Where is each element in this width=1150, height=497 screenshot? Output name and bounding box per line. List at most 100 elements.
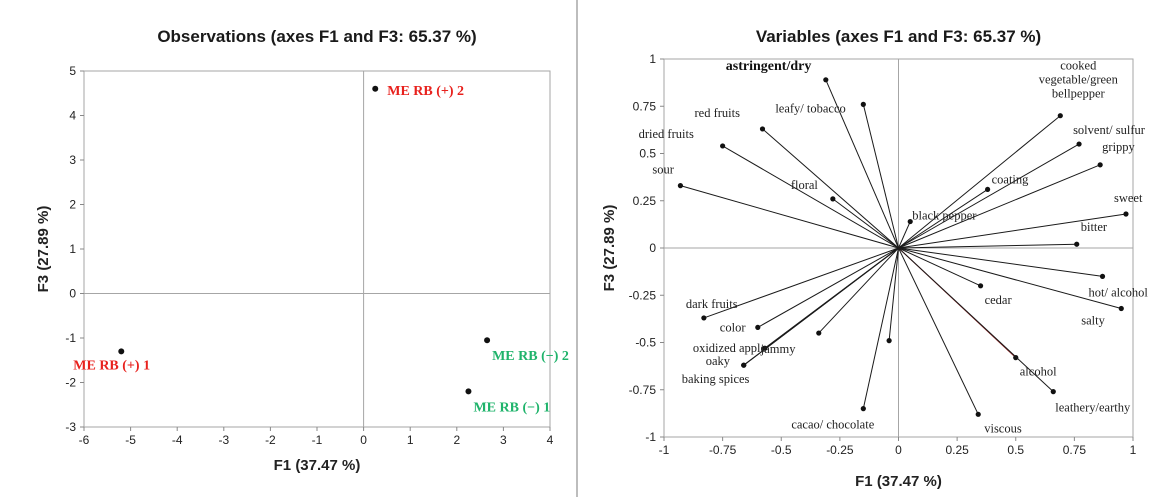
y-tick-label: 1 (649, 52, 656, 66)
variable-label: cacao/ chocolate (791, 418, 874, 432)
x-tick-label: -1 (659, 443, 670, 457)
variable-vector (818, 247, 899, 334)
variable-vector (898, 213, 1127, 249)
x-tick-label: -0.5 (771, 443, 792, 457)
panel-divider (576, 0, 578, 497)
x-tick-label: -3 (218, 433, 229, 447)
variable-vector (898, 188, 988, 249)
x-tick-label: 1 (407, 433, 414, 447)
variable-label: cooked vegetable/green bellpepper (1039, 59, 1119, 101)
x-tick-label: -5 (125, 433, 136, 447)
variable-point (1099, 273, 1106, 279)
y-tick-label: 0.25 (633, 194, 657, 208)
observation-point (465, 388, 472, 395)
variable-point (1050, 389, 1056, 395)
variable-vector (862, 104, 899, 249)
variable-label: bitter (1081, 220, 1108, 234)
variable-vector (703, 247, 899, 319)
variable-label: coating (992, 172, 1030, 186)
variable-point (886, 338, 892, 344)
y-tick-label: -0.25 (629, 288, 657, 302)
variable-point (823, 77, 829, 83)
x-tick-label: -1 (312, 433, 323, 447)
observation-label: ME RB (−) 1 (473, 400, 550, 415)
variable-vector (888, 247, 899, 341)
variable-vector (743, 247, 899, 366)
variable-point (1013, 355, 1019, 361)
plot-frame (83, 70, 551, 428)
y-tick-label: -0.5 (635, 336, 656, 350)
variable-point (720, 143, 726, 149)
y-tick-label: 4 (69, 109, 76, 123)
x-tick-label: -0.25 (826, 443, 854, 457)
observation-label: ME RB (+) 2 (387, 84, 464, 99)
variable-vector (898, 164, 1101, 249)
chart-title: Observations (axes F1 and F3: 65.37 %) (157, 27, 476, 46)
x-tick-label: 3 (500, 433, 507, 447)
y-tick-label: 5 (69, 64, 76, 78)
variable-point (1118, 305, 1124, 312)
variable-vector (898, 247, 979, 415)
variable-point (701, 315, 707, 321)
y-tick-label: 0.5 (639, 147, 656, 161)
x-tick-label: 2 (453, 433, 460, 447)
x-tick-label: -4 (172, 433, 183, 447)
variable-label: oxidized apple (693, 341, 767, 355)
chart-title: Variables (axes F1 and F3: 65.37 %) (756, 27, 1041, 46)
variable-label: black pepper (912, 209, 977, 223)
observation-point (118, 348, 125, 355)
x-tick-label: 4 (547, 433, 554, 447)
x-tick-label: -0.75 (709, 443, 737, 457)
variable-point (1123, 211, 1129, 217)
variable-vector (757, 247, 899, 328)
x-tick-label: 0.5 (1007, 443, 1024, 457)
variable-label: alcohol (1020, 365, 1057, 379)
variable-point (830, 196, 836, 202)
x-tick-label: 0 (895, 443, 902, 457)
variable-label: sweet (1114, 191, 1143, 205)
variable-label: hot/ alcohol (1089, 285, 1149, 299)
variable-point (1057, 113, 1063, 119)
observations-chart: Observations (axes F1 and F3: 65.37 %) -6… (35, 27, 569, 474)
variable-label: solvent/ sulfur (1073, 123, 1146, 137)
y-tick-label: -2 (65, 376, 76, 390)
variable-point (975, 411, 981, 417)
y-tick-label: 2 (69, 198, 76, 212)
variable-vector (898, 247, 1103, 277)
y-tick-label: -3 (65, 420, 76, 434)
variable-label: red fruits (694, 106, 740, 120)
observation-point (484, 337, 491, 344)
variable-vector (898, 247, 981, 287)
variable-vector (680, 185, 899, 249)
variables-chart: Variables (axes F1 and F3: 65.37 %) -1 -0.… (601, 27, 1149, 490)
observation-label: ME RB (+) 1 (73, 358, 150, 373)
x-axis-title: F1 (37.47 %) (855, 473, 942, 490)
variable-label: dried fruits (639, 127, 694, 141)
variable-label: viscous (984, 421, 1022, 435)
variable-vector (898, 247, 1054, 393)
variable-vector (762, 128, 899, 249)
variable-vector (722, 145, 899, 249)
variable-point (860, 101, 866, 107)
y-tick-label: 0.75 (633, 99, 657, 113)
x-tick-label: 0.25 (945, 443, 969, 457)
x-tick-label: 0.75 (1063, 443, 1087, 457)
variable-vector (898, 247, 1122, 309)
y-tick-label: -0.75 (629, 383, 657, 397)
variable-vector (898, 243, 1077, 249)
y-tick-label: 3 (69, 153, 76, 167)
x-tick-label: 1 (1130, 443, 1137, 457)
variable-point (907, 218, 913, 225)
y-tick-label: 0 (69, 287, 76, 301)
variable-label: leathery/earthy (1055, 401, 1131, 415)
variable-point (755, 324, 761, 330)
variable-point (1097, 162, 1103, 168)
variable-label: color (720, 320, 747, 334)
variable-label: cedar (985, 293, 1013, 307)
variable-label: oaky (706, 354, 731, 368)
variable-label: astringent/dry (726, 59, 812, 74)
variable-point (1076, 141, 1082, 147)
variable-point (762, 345, 768, 351)
x-tick-label: -2 (265, 433, 276, 447)
